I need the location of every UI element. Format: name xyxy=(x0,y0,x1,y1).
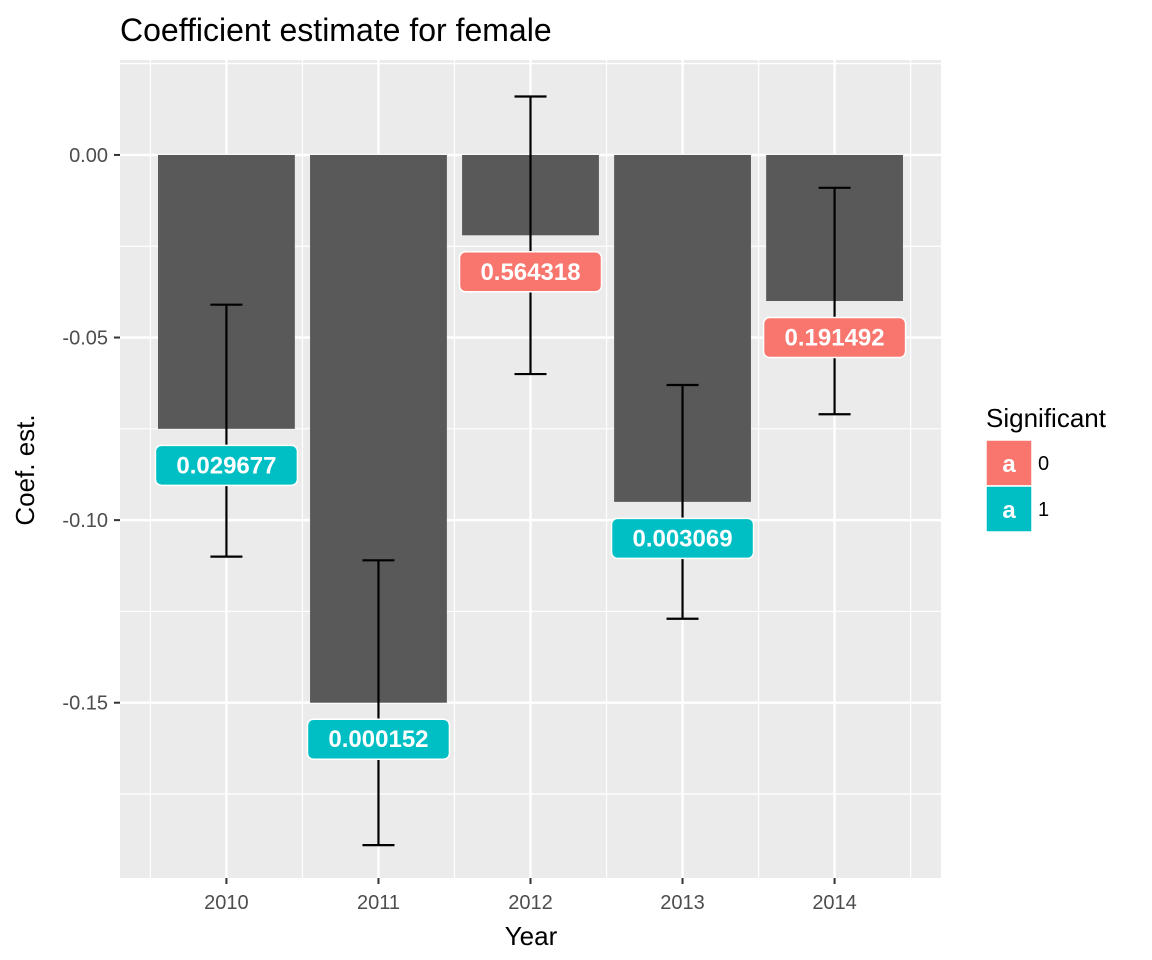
x-axis: 2010 2011 2012 2013 2014 xyxy=(204,878,857,914)
p-value-label-text: 0.000152 xyxy=(328,726,428,753)
p-value-label: 0.000152 xyxy=(306,718,451,760)
error-bar-2014 xyxy=(818,186,851,416)
legend-key xyxy=(985,485,1033,533)
legend-label: 1 xyxy=(1038,499,1049,521)
y-tick-label: -0.10 xyxy=(62,510,108,532)
error-bar-2013 xyxy=(666,383,699,620)
p-value-label-text: 0.564318 xyxy=(480,259,580,286)
error-bars xyxy=(210,95,851,847)
legend: Significant a 0a 1 xyxy=(985,403,1107,533)
error-bar-2012 xyxy=(514,95,547,376)
legend-key-glyph: a xyxy=(1002,451,1016,478)
x-tick-label: 2014 xyxy=(812,892,857,914)
p-value-label-text: 0.029677 xyxy=(176,452,276,479)
chart-title: Coefficient estimate for female xyxy=(120,12,552,48)
p-value-label: 0.029677 xyxy=(154,444,299,487)
x-tick-label: 2010 xyxy=(204,892,249,914)
legend-title: Significant xyxy=(986,403,1107,433)
p-value-label: 0.003069 xyxy=(610,517,755,560)
y-axis-title: Coef. est. xyxy=(10,414,40,525)
error-bar-2010 xyxy=(210,303,243,558)
x-axis-title: Year xyxy=(505,921,558,951)
p-value-label-text: 0.191492 xyxy=(785,325,885,352)
y-axis: 0.00 -0.05 -0.10 -0.15 xyxy=(62,145,120,715)
x-tick-label: 2011 xyxy=(357,892,400,914)
p-value-label: 0.191492 xyxy=(762,316,907,359)
y-tick-label: -0.05 xyxy=(62,328,108,350)
p-value-label: 0.564318 xyxy=(458,251,603,293)
legend-key-glyph: a xyxy=(1002,497,1016,524)
p-value-label-text: 0.003069 xyxy=(632,525,732,552)
y-tick-label: 0.00 xyxy=(69,145,108,167)
p-value-labels: 0.029677 0.000152 0.564318 0.003069 0.191492 xyxy=(154,251,907,760)
error-bar-2011 xyxy=(362,559,395,847)
x-tick-label: 2012 xyxy=(508,892,553,914)
y-tick-label: -0.15 xyxy=(62,693,108,715)
x-tick-label: 2013 xyxy=(660,892,705,914)
legend-label: 0 xyxy=(1038,453,1049,475)
